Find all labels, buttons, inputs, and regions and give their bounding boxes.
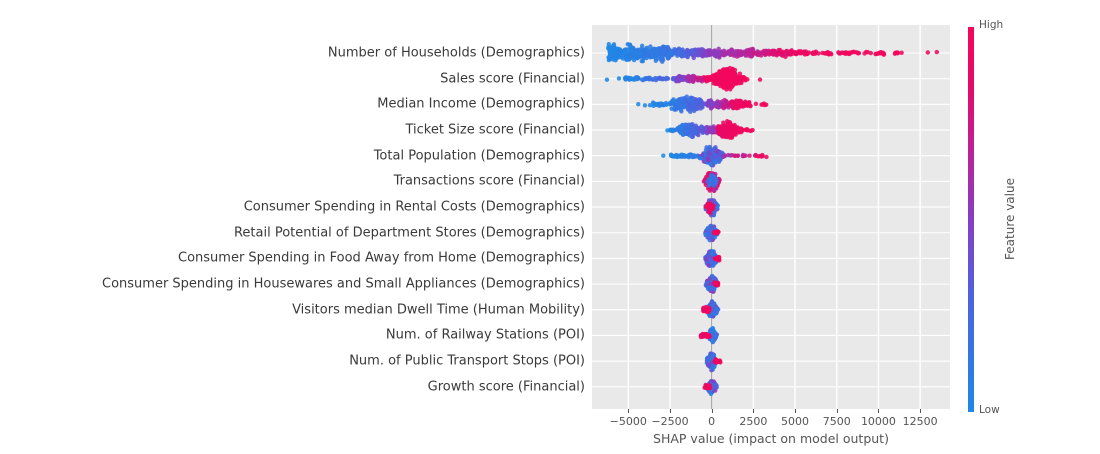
x-tick-mark bbox=[795, 409, 797, 413]
colorbar-low-label: Low bbox=[979, 404, 1000, 416]
feature-label: Transactions score (Financial) bbox=[393, 173, 585, 189]
x-tick-label: −2500 bbox=[651, 415, 689, 428]
feature-label: Num. of Railway Stations (POI) bbox=[385, 327, 585, 343]
feature-label: Retail Potential of Department Stores (D… bbox=[233, 225, 585, 241]
feature-label: Visitors median Dwell Time (Human Mobili… bbox=[292, 302, 585, 318]
feature-label: Consumer Spending in Rental Costs (Demog… bbox=[243, 199, 585, 215]
colorbar-high-label: High bbox=[979, 19, 1004, 31]
feature-label: Sales score (Financial) bbox=[440, 71, 585, 87]
feature-label: Total Population (Demographics) bbox=[373, 148, 585, 164]
beeswarm-canvas bbox=[592, 25, 950, 409]
x-tick-mark bbox=[753, 409, 755, 413]
feature-label: Ticket Size score (Financial) bbox=[405, 122, 585, 138]
x-tick-mark bbox=[836, 409, 838, 413]
x-axis-title: SHAP value (impact on model output) bbox=[653, 431, 889, 446]
feature-value-colorbar bbox=[968, 27, 974, 412]
feature-label: Consumer Spending in Food Away from Home… bbox=[178, 250, 585, 266]
x-tick-label: 2500 bbox=[739, 415, 768, 428]
x-tick-mark bbox=[628, 409, 630, 413]
x-tick-label: 10000 bbox=[860, 415, 896, 428]
x-tick-mark bbox=[878, 409, 880, 413]
feature-label: Median Income (Demographics) bbox=[377, 96, 585, 112]
feature-label: Growth score (Financial) bbox=[427, 379, 585, 395]
x-tick-label: −5000 bbox=[609, 415, 647, 428]
x-tick-label: 7500 bbox=[822, 415, 851, 428]
x-tick-mark bbox=[669, 409, 671, 413]
feature-label: Num. of Public Transport Stops (POI) bbox=[349, 353, 585, 369]
feature-label: Consumer Spending in Housewares and Smal… bbox=[102, 276, 585, 292]
x-tick-label: 5000 bbox=[781, 415, 810, 428]
x-tick-mark bbox=[920, 409, 922, 413]
x-tick-mark bbox=[711, 409, 713, 413]
x-tick-label: 0 bbox=[708, 415, 716, 428]
colorbar-title: Feature value bbox=[1003, 178, 1017, 260]
feature-label: Number of Households (Demographics) bbox=[327, 45, 585, 61]
x-tick-label: 12500 bbox=[902, 415, 938, 428]
